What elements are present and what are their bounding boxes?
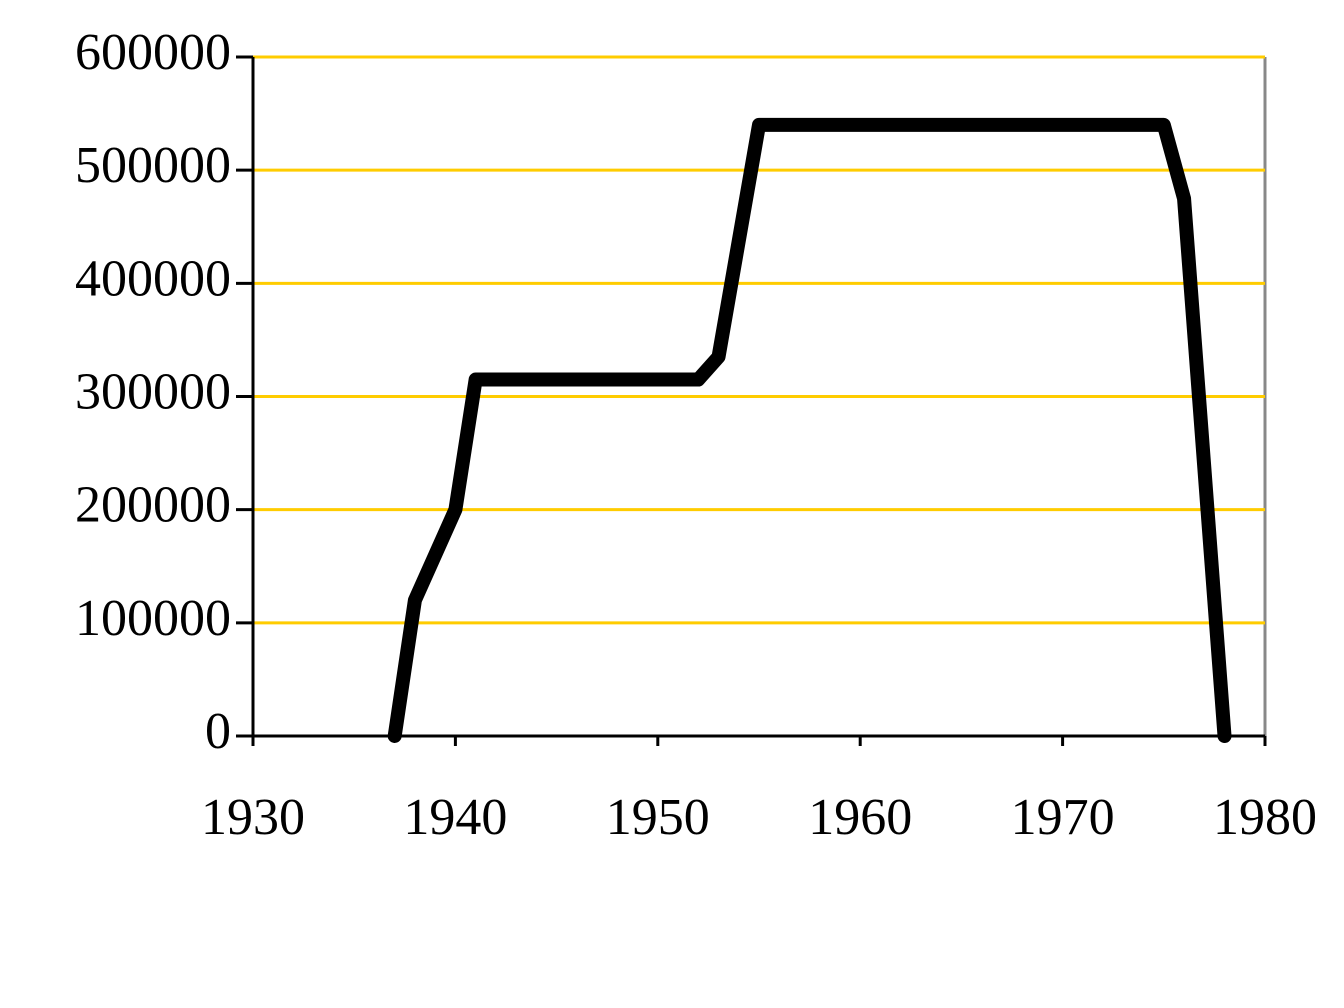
x-tick-label: 1980: [1213, 789, 1317, 846]
y-tick-label: 500000: [75, 137, 231, 194]
data-line: [387, 117, 1232, 743]
y-tick-label: 0: [205, 703, 231, 760]
x-tick-label: 1930: [201, 789, 305, 846]
y-tick-label: 100000: [75, 590, 231, 647]
x-tick-label: 1940: [403, 789, 507, 846]
y-tick-label: 200000: [75, 477, 231, 534]
y-tick-label: 400000: [75, 250, 231, 307]
y-tick-label: 300000: [75, 363, 231, 420]
x-tick-label: 1970: [1011, 789, 1115, 846]
y-tick-label: 600000: [75, 24, 231, 81]
x-tick-label: 1960: [808, 789, 912, 846]
x-tick-label: 1950: [606, 789, 710, 846]
